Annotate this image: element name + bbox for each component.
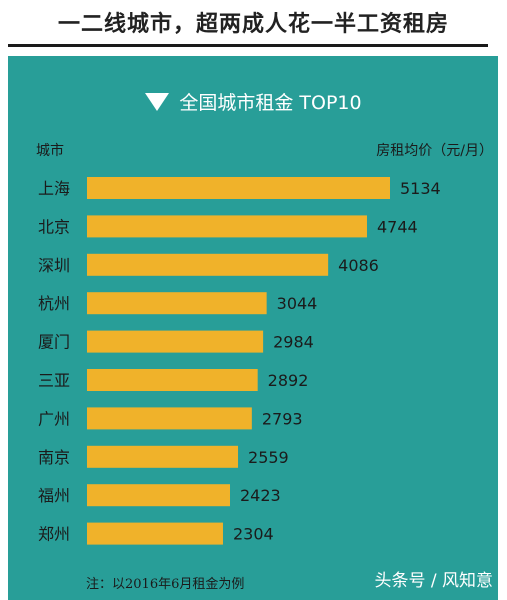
y-axis-label: 城市 <box>36 143 64 159</box>
triangle-down-icon <box>145 92 170 111</box>
category-label: 杭州 <box>38 294 70 313</box>
category-label: 广州 <box>38 409 70 428</box>
category-label: 厦门 <box>38 333 70 352</box>
value-label: 4086 <box>338 256 379 275</box>
chart-title-row: 全国城市租金 TOP10 <box>0 88 507 115</box>
bar <box>87 407 252 430</box>
bar <box>87 177 390 199</box>
value-label: 2423 <box>240 486 281 505</box>
category-label: 北京 <box>38 217 70 236</box>
value-label: 2793 <box>262 409 303 428</box>
footnote: 注：以2016年6月租金为例 <box>86 577 245 592</box>
bar <box>87 484 231 507</box>
bar <box>87 522 223 545</box>
category-label: 郑州 <box>38 525 70 544</box>
bar <box>87 369 258 391</box>
bar <box>87 330 264 353</box>
chart-panel <box>8 56 498 600</box>
bar <box>87 215 367 238</box>
value-label: 2892 <box>268 371 309 390</box>
bar <box>87 292 267 315</box>
category-label: 南京 <box>38 448 70 467</box>
value-label: 2559 <box>248 448 289 467</box>
value-label: 5134 <box>400 179 441 198</box>
headline: 一二线城市，超两成人花一半工资租房 <box>0 0 507 44</box>
bar <box>87 253 329 276</box>
category-label: 上海 <box>38 179 70 198</box>
value-label: 2304 <box>233 525 274 544</box>
x-axis-label: 房租均价（元/月） <box>376 143 493 159</box>
chart-title: 全国城市租金 TOP10 <box>179 92 362 114</box>
headline-rule <box>8 44 488 47</box>
bar <box>87 445 239 468</box>
value-label: 2984 <box>273 333 314 352</box>
category-label: 深圳 <box>38 256 70 275</box>
value-label: 4744 <box>377 217 418 236</box>
watermark: 头条号 / 风知意 <box>374 571 493 591</box>
category-label: 三亚 <box>38 371 70 390</box>
category-label: 福州 <box>38 486 70 505</box>
value-label: 3044 <box>277 294 318 313</box>
